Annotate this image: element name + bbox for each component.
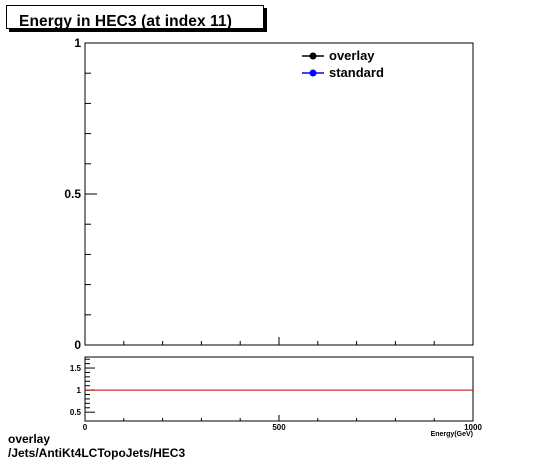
legend-label-standard: standard bbox=[329, 65, 384, 80]
ratio-plot-frame bbox=[84, 356, 474, 422]
ratio-y-tick-label: 1 bbox=[77, 386, 82, 395]
ratio-x-tick-label: 1000 bbox=[464, 423, 482, 432]
x-axis-title: Energy(GeV) bbox=[431, 431, 473, 438]
footer-label-overlay: overlay bbox=[8, 432, 51, 446]
legend-label-overlay: overlay bbox=[329, 48, 375, 63]
chart-title: Energy in HEC3 (at index 11) bbox=[19, 13, 232, 30]
legend-marker-standard bbox=[309, 69, 317, 77]
title-box: Energy in HEC3 (at index 11) bbox=[6, 5, 264, 30]
main-y-tick-label: 0 bbox=[74, 338, 81, 352]
ratio-y-tick-label: 1.5 bbox=[70, 364, 82, 373]
main-plot-frame bbox=[84, 42, 474, 346]
main-y-tick-label: 0.5 bbox=[64, 187, 81, 201]
ratio-x-tick-label: 500 bbox=[272, 423, 286, 432]
legend-marker-overlay bbox=[309, 52, 317, 60]
ratio-y-tick-label: 0.5 bbox=[70, 408, 82, 417]
main-y-tick-label: 1 bbox=[74, 36, 81, 50]
footer-path: /Jets/AntiKt4LCTopoJets/HEC3 bbox=[8, 446, 186, 460]
ratio-x-tick-label: 0 bbox=[83, 423, 88, 432]
